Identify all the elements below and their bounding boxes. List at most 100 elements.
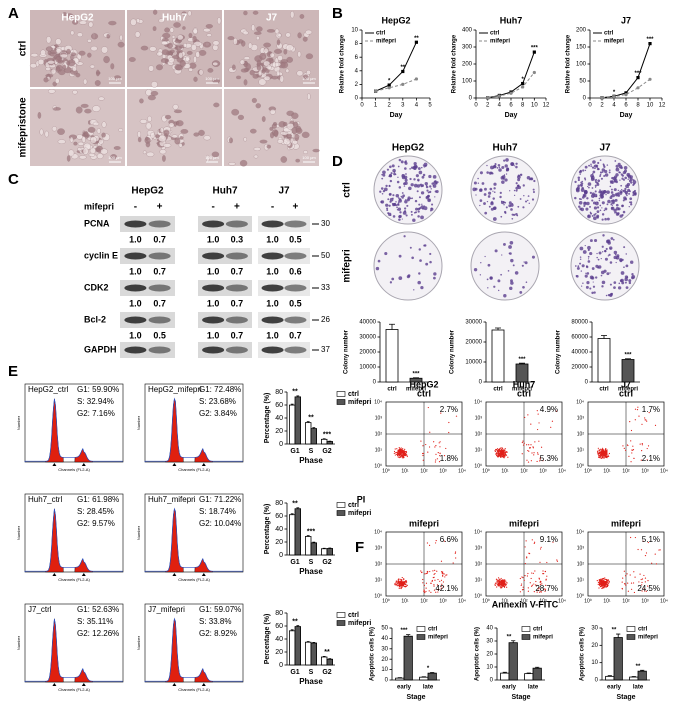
cell [96,128,101,134]
cell [192,28,198,34]
blot-band [124,252,147,260]
event-dot [429,431,431,433]
colony [388,192,392,196]
axis-label: Channels (FL2-A) [58,687,90,692]
y-tick-label: 10⁴ [374,529,382,535]
colony [595,164,599,168]
cell [178,52,184,59]
colony [404,167,407,170]
colony [591,291,594,295]
x-tick-label: late [423,685,434,691]
y-axis-label: Colony number [450,329,456,374]
cell [92,121,100,126]
cell [276,70,280,77]
significance-mark: *** [646,37,654,43]
x-tick-label: 10⁴ [458,598,466,604]
x-axis-label: Phase [299,456,323,465]
event-dot [406,584,408,586]
row-label: mifepristone [18,97,29,157]
event-dot [503,456,505,458]
colony [614,160,617,162]
event-dot [404,582,406,584]
y-tick-label: 100 [576,62,587,68]
scale-bar-label: 100 μm [302,76,316,81]
colony [398,214,402,218]
colony [609,272,611,274]
phase-percent: G2: 10.04% [199,519,241,528]
axis-label: Channels (FL2-A) [58,577,90,582]
cell [206,33,212,37]
event-dot [433,585,435,587]
y-tick-label: 30 [486,639,493,645]
x-tick-label: 10¹ [501,468,509,474]
event-dot [537,413,539,415]
colony [592,170,596,174]
colony [527,195,530,197]
cell [193,76,198,82]
colony [585,285,589,289]
event-dot [426,542,429,544]
colony [584,274,588,278]
y-tick-label: 0 [373,380,377,386]
colony [487,195,491,198]
colony [601,201,605,205]
event-dot [501,450,504,452]
colony [523,195,525,197]
event-dot [634,576,636,578]
colony [620,184,623,187]
x-tick-label: 12 [659,103,666,109]
colony [425,185,429,189]
colony [392,194,395,197]
y-tick-label: 10⁰ [474,463,482,469]
cell [306,70,311,75]
colony [531,198,535,201]
event-dot [556,560,559,562]
colony [421,203,423,205]
event-dot [420,440,422,442]
bar [320,656,328,666]
x-tick-label: 10⁴ [558,468,566,474]
x-tick-label: ctrl [493,387,503,393]
colony [401,175,406,180]
y-tick-label: 40 [486,626,493,632]
plot-name: J7_mifepri [148,605,185,614]
colony [409,168,411,170]
y-tick-label: 10⁰ [374,593,382,599]
x-tick-label: G2 [322,559,331,566]
colony [589,239,593,243]
event-dot [422,454,424,457]
colony [523,261,525,263]
panel-letter: B [332,5,343,22]
bar [605,675,615,681]
colony [386,207,389,210]
data-point [532,50,536,54]
band-ratio: 1.0 [129,266,142,276]
event-dot [501,452,503,455]
blot-strip [258,216,310,232]
data-point [374,89,378,93]
colony [502,177,505,180]
cell [191,44,197,51]
event-dot [599,449,601,451]
bar [500,672,510,681]
error-bar [535,666,540,669]
event-dot [624,575,627,577]
colony [599,204,602,207]
event-dot [396,584,398,586]
cell [272,61,276,68]
event-dot [420,570,422,572]
colony [599,175,601,177]
histogram-outline [24,508,123,572]
event-dot [637,406,639,408]
y-tick-label: 0 [479,380,483,386]
event-dot [504,579,506,581]
x-tick-label: early [607,685,622,691]
event-dot [604,449,606,451]
colony [622,171,626,175]
cell [188,32,193,39]
cell [303,150,308,154]
event-dot [398,454,401,457]
cell [242,30,249,36]
event-dot [393,452,395,455]
data-point [401,82,405,86]
